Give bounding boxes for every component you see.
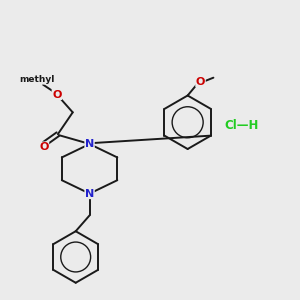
- Text: O: O: [196, 76, 205, 87]
- Text: O: O: [39, 142, 49, 152]
- Text: Cl—H: Cl—H: [224, 119, 258, 132]
- Text: N: N: [85, 139, 94, 149]
- Text: N: N: [85, 189, 94, 199]
- Text: O: O: [52, 89, 62, 100]
- Text: methyl: methyl: [20, 75, 55, 84]
